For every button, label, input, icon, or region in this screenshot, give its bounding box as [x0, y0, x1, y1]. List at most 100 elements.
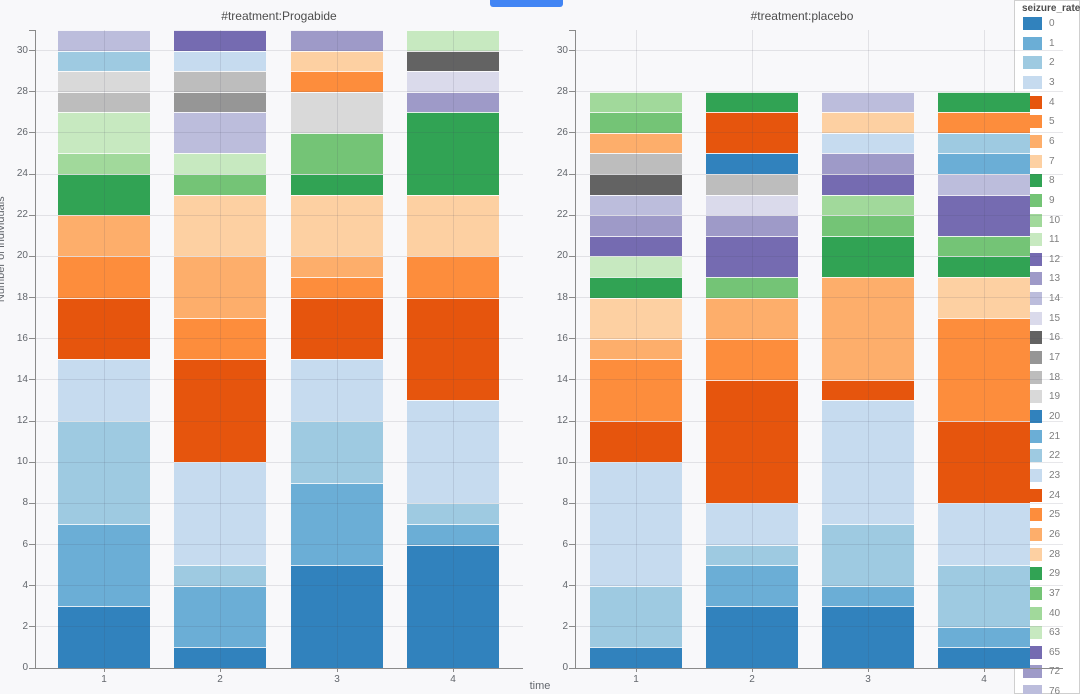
bar-segment[interactable] — [291, 276, 383, 298]
bar-segment[interactable] — [58, 30, 150, 51]
legend-label-63[interactable]: 63 — [1049, 627, 1061, 639]
bar-segment[interactable] — [822, 523, 914, 586]
bar-segment[interactable] — [822, 132, 914, 154]
bar-segment[interactable] — [58, 153, 150, 175]
bar-segment[interactable] — [407, 544, 499, 668]
legend-label-16[interactable]: 16 — [1049, 332, 1061, 344]
bar-segment[interactable] — [706, 153, 798, 175]
bar-segment[interactable] — [174, 91, 266, 113]
bar-segment[interactable] — [822, 174, 914, 195]
bar-segment[interactable] — [58, 71, 150, 92]
legend-label-19[interactable]: 19 — [1049, 391, 1061, 403]
legend-label-0[interactable]: 0 — [1049, 18, 1055, 29]
legend-label-13[interactable]: 13 — [1049, 273, 1061, 285]
bar-segment[interactable] — [822, 235, 914, 277]
bar-segment[interactable] — [590, 297, 682, 339]
legend-label-40[interactable]: 40 — [1049, 607, 1061, 619]
legend-label-76[interactable]: 76 — [1049, 686, 1061, 694]
legend-label-29[interactable]: 29 — [1049, 568, 1061, 580]
bar-segment[interactable] — [58, 112, 150, 154]
bar-segment[interactable] — [822, 194, 914, 216]
bar-segment[interactable] — [938, 235, 1030, 257]
legend-label-18[interactable]: 18 — [1049, 371, 1061, 383]
legend-swatch-1[interactable] — [1023, 36, 1042, 50]
bar-segment[interactable] — [938, 318, 1030, 422]
bar-segment[interactable] — [590, 338, 682, 360]
bar-segment[interactable] — [291, 50, 383, 72]
bar-segment[interactable] — [938, 565, 1030, 627]
legend-label-24[interactable]: 24 — [1049, 489, 1061, 501]
legend-label-25[interactable]: 25 — [1049, 509, 1061, 521]
legend-label-6[interactable]: 6 — [1049, 135, 1055, 147]
bar-segment[interactable] — [822, 400, 914, 524]
bar-segment[interactable] — [822, 215, 914, 236]
bar-segment[interactable] — [938, 174, 1030, 195]
clipped-blue-element[interactable] — [490, 0, 563, 7]
bar-segment[interactable] — [822, 606, 914, 668]
bar-segment[interactable] — [291, 132, 383, 175]
legend-label-5[interactable]: 5 — [1049, 116, 1055, 128]
legend-label-23[interactable]: 23 — [1049, 469, 1061, 481]
bar-segment[interactable] — [291, 71, 383, 92]
bar-segment[interactable] — [938, 256, 1030, 277]
bar-segment[interactable] — [174, 359, 266, 463]
bar-segment[interactable] — [58, 174, 150, 216]
bar-segment[interactable] — [58, 256, 150, 298]
bar-segment[interactable] — [291, 30, 383, 51]
legend-label-28[interactable]: 28 — [1049, 548, 1061, 560]
bar-segment[interactable] — [407, 194, 499, 257]
bar-segment[interactable] — [706, 544, 798, 566]
bar-segment[interactable] — [58, 606, 150, 668]
legend-label-8[interactable]: 8 — [1049, 175, 1055, 187]
legend-label-11[interactable]: 11 — [1049, 234, 1060, 246]
bar-segment[interactable] — [58, 359, 150, 422]
bar-segment[interactable] — [822, 112, 914, 133]
bar-segment[interactable] — [706, 338, 798, 380]
legend-label-17[interactable]: 17 — [1049, 352, 1061, 364]
bar-segment[interactable] — [938, 132, 1030, 154]
bar-segment[interactable] — [706, 276, 798, 298]
bar-segment[interactable] — [407, 112, 499, 195]
bar-segment[interactable] — [174, 318, 266, 360]
bar-segment[interactable] — [291, 297, 383, 360]
bar-segment[interactable] — [407, 30, 499, 51]
bar-segment[interactable] — [291, 359, 383, 422]
bar-segment[interactable] — [291, 565, 383, 668]
bar-segment[interactable] — [706, 235, 798, 277]
bar-segment[interactable] — [291, 194, 383, 257]
bar-segment[interactable] — [58, 421, 150, 524]
bar-segment[interactable] — [590, 647, 682, 668]
bar-segment[interactable] — [590, 256, 682, 277]
bar-segment[interactable] — [706, 112, 798, 154]
bar-segment[interactable] — [590, 174, 682, 195]
bar-segment[interactable] — [706, 606, 798, 668]
legend-swatch-2[interactable] — [1023, 56, 1042, 70]
bar-segment[interactable] — [407, 50, 499, 72]
bar-segment[interactable] — [938, 194, 1030, 236]
bar-segment[interactable] — [291, 482, 383, 566]
bar-segment[interactable] — [174, 50, 266, 72]
bar-segment[interactable] — [174, 174, 266, 195]
legend-label-72[interactable]: 72 — [1049, 666, 1061, 678]
legend-label-9[interactable]: 9 — [1049, 194, 1055, 206]
legend-label-4[interactable]: 4 — [1049, 96, 1055, 108]
bar-segment[interactable] — [938, 503, 1030, 566]
bar-segment[interactable] — [174, 194, 266, 257]
legend-label-26[interactable]: 26 — [1049, 528, 1061, 540]
bar-segment[interactable] — [174, 256, 266, 319]
bar-segment[interactable] — [706, 91, 798, 113]
bar-segment[interactable] — [822, 379, 914, 401]
bar-segment[interactable] — [706, 565, 798, 607]
bar-segment[interactable] — [174, 71, 266, 92]
bar-segment[interactable] — [291, 91, 383, 133]
bar-segment[interactable] — [938, 421, 1030, 504]
legend-label-7[interactable]: 7 — [1049, 155, 1055, 167]
bar-segment[interactable] — [822, 91, 914, 113]
bar-segment[interactable] — [590, 421, 682, 463]
bar-segment[interactable] — [822, 585, 914, 607]
bar-segment[interactable] — [590, 112, 682, 133]
bar-segment[interactable] — [706, 174, 798, 195]
bar-segment[interactable] — [822, 153, 914, 175]
bar-segment[interactable] — [174, 30, 266, 51]
bar-segment[interactable] — [590, 235, 682, 257]
